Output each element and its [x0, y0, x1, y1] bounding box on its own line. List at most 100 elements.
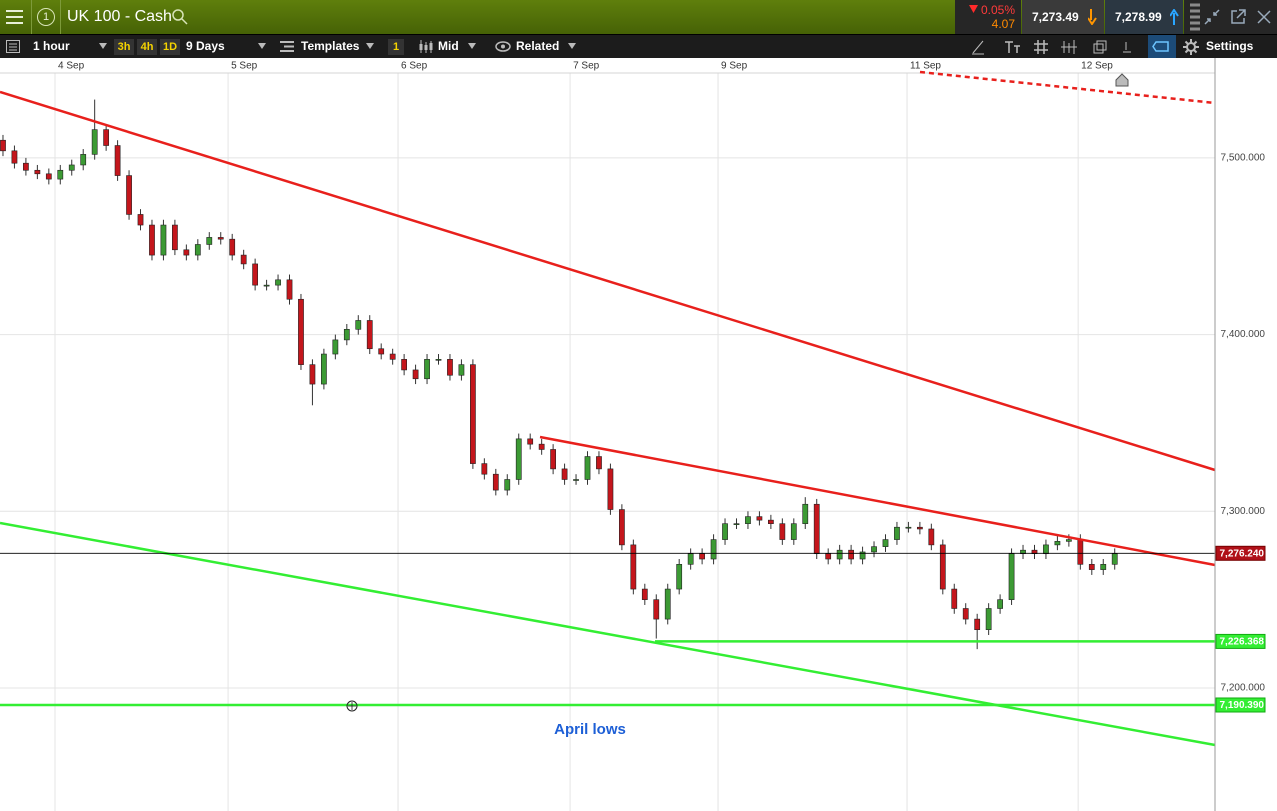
candles	[0, 99, 1118, 650]
collapse-icon[interactable]	[1204, 9, 1220, 25]
price-tag	[1215, 545, 1266, 561]
candle-body	[80, 154, 87, 166]
quick-interval[interactable]: 1D	[160, 39, 180, 55]
alert-icon[interactable]	[1115, 73, 1129, 87]
price-type[interactable]: Mid	[438, 39, 459, 53]
quick-interval[interactable]: 4h	[137, 39, 157, 55]
candle-body	[962, 608, 969, 620]
anchor-marker[interactable]	[346, 700, 358, 712]
badge[interactable]: 1	[37, 8, 55, 26]
candle-body	[779, 523, 786, 540]
menu-icon[interactable]	[6, 9, 24, 25]
dropdown-caret[interactable]	[568, 43, 576, 49]
change-pct: 0.05%	[980, 3, 1015, 17]
candle-body	[630, 544, 637, 590]
price-axis: 7,200.000 7,300.000 7,400.000 7,500.000 7,27…	[1215, 153, 1266, 713]
list-icon[interactable]	[6, 40, 20, 53]
candle-body	[802, 503, 809, 524]
drawing-tools[interactable]	[968, 38, 1148, 56]
candle-body	[91, 129, 98, 155]
candles-icon[interactable]	[418, 39, 434, 54]
sell-arrow	[1088, 9, 1097, 25]
candle-body	[985, 608, 992, 630]
candle-body	[871, 546, 877, 553]
price-tag-label: 7,276.240	[1220, 548, 1265, 559]
quick-interval[interactable]: 3h	[114, 39, 134, 55]
trend-line	[0, 90, 1216, 472]
date-strip	[0, 58, 1215, 73]
layout-icon[interactable]	[1188, 2, 1202, 32]
candle-body	[676, 564, 683, 590]
candle-body	[939, 544, 946, 590]
settings[interactable]: Settings	[1206, 39, 1254, 53]
search-icon[interactable]	[172, 9, 188, 25]
templates-icon[interactable]	[280, 40, 294, 53]
close-icon[interactable]	[1256, 9, 1272, 25]
settings-icon[interactable]	[1183, 39, 1199, 55]
active-tool[interactable]	[1148, 35, 1176, 58]
candle-body	[1020, 549, 1026, 555]
study-count[interactable]: 1	[388, 39, 404, 55]
price-tag-label: 7,226.368	[1220, 637, 1265, 648]
candle-body	[687, 553, 694, 565]
candle-body	[481, 463, 488, 475]
candle-body	[790, 523, 797, 540]
chart-toolbar: 1 hour 3h 4h 1D 9 Days Templates 1 Mid R…	[0, 34, 1277, 58]
candle-body	[458, 364, 465, 376]
candle-body	[848, 549, 854, 560]
price-tag	[1215, 697, 1266, 713]
x-tick-label: 5 Sep	[231, 61, 258, 72]
dropdown-caret[interactable]	[468, 43, 476, 49]
top-toolbar: 1 UK 100 - Cash 0.05% 4.07 7,273.49 7,27…	[0, 0, 1277, 34]
x-tick-label: 9 Sep	[721, 61, 748, 72]
candle-body	[504, 479, 511, 491]
candle-body	[0, 139, 6, 152]
candle-body	[561, 468, 568, 480]
y-tick-label: 7,300.000	[1221, 506, 1266, 517]
dropdown-caret[interactable]	[258, 43, 266, 49]
candle-body	[194, 244, 201, 256]
candle-body	[1043, 544, 1049, 555]
range[interactable]: 9 Days	[186, 39, 225, 53]
candle-body	[309, 364, 316, 385]
candle-body	[470, 364, 476, 464]
candle-body	[332, 339, 339, 355]
candle-body	[298, 298, 304, 365]
related-icon[interactable]	[495, 41, 511, 52]
trend-line	[539, 435, 1216, 567]
candle-body	[343, 328, 350, 341]
dropdown-caret[interactable]	[366, 43, 374, 49]
popout-icon[interactable]	[1230, 9, 1246, 25]
instrument-name[interactable]: UK 100 - Cash	[67, 8, 172, 25]
candle-body	[45, 173, 52, 180]
y-tick-label: 7,500.000	[1221, 153, 1266, 164]
buy-button[interactable]: 7,278.99	[1105, 0, 1183, 34]
interval[interactable]: 1 hour	[33, 39, 70, 53]
chart: 12 Sep 11 Sep 9 Sep 7 Sep 6 Sep 5 Sep 4 Sep Ap…	[0, 58, 1277, 811]
candle-body	[928, 528, 935, 546]
related[interactable]: Related	[516, 39, 560, 53]
candle-body	[859, 551, 866, 560]
candle-body	[584, 456, 591, 480]
candle-body	[710, 539, 717, 560]
y-tick-label: 7,400.000	[1221, 329, 1266, 340]
candle-body	[206, 237, 213, 245]
candle-body	[114, 145, 121, 176]
candle-body	[722, 523, 728, 540]
candle-body	[1054, 541, 1061, 546]
candle-body	[229, 238, 236, 256]
candle-body	[573, 479, 579, 481]
candle-body	[183, 249, 190, 256]
dropdown-caret[interactable]	[99, 43, 107, 49]
candle-body	[997, 599, 1003, 609]
price-tag-label: 7,190.390	[1220, 700, 1265, 711]
y-tick-label: 7,200.000	[1221, 683, 1266, 694]
candle-body	[664, 588, 671, 620]
candle-body	[550, 449, 556, 470]
candle-body	[1111, 553, 1118, 565]
candle-body	[11, 150, 18, 164]
sell-button[interactable]: 7,273.49	[1022, 0, 1104, 34]
price-tag	[1215, 633, 1266, 649]
templates[interactable]: Templates	[301, 39, 360, 53]
